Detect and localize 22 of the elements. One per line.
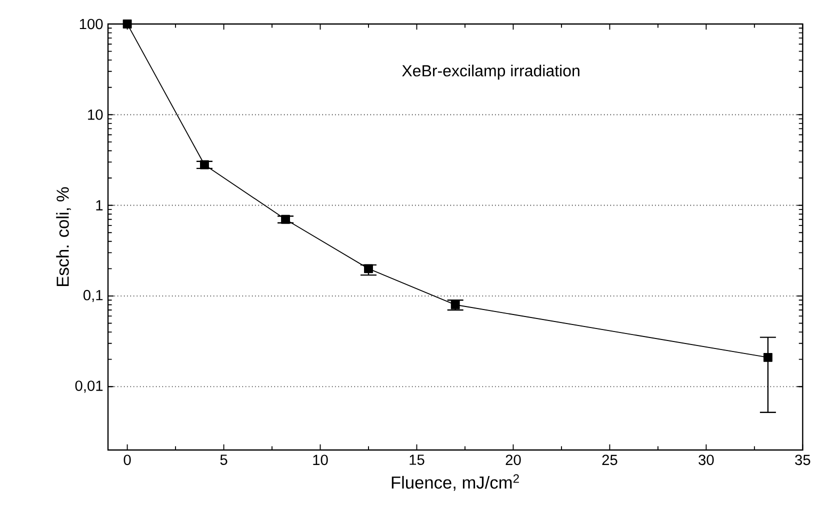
x-tick-label: 25 bbox=[602, 454, 618, 466]
x-tick-label: 5 bbox=[220, 454, 228, 465]
y-axis-title: Esch. coli, % bbox=[56, 187, 71, 286]
point bbox=[200, 160, 209, 170]
point bbox=[122, 20, 132, 28]
point bbox=[281, 214, 290, 224]
x-tick-label: 35 bbox=[795, 454, 810, 466]
x-tick-label: 15 bbox=[410, 454, 424, 465]
y-tick-label: 0,1 bbox=[83, 290, 103, 302]
x-tick-label: 30 bbox=[698, 454, 714, 466]
point bbox=[364, 264, 373, 274]
point bbox=[763, 352, 772, 362]
x-tick-label: 10 bbox=[313, 454, 328, 466]
y-tick-label: 10 bbox=[88, 109, 103, 120]
x-tick-label: 0 bbox=[124, 454, 131, 466]
annotation: XeBr-excilamp irradiation bbox=[402, 64, 580, 80]
x-tick-label: 20 bbox=[506, 454, 521, 466]
y-tick-label: 100 bbox=[80, 18, 103, 30]
point bbox=[450, 300, 460, 310]
x-axis-title: Fluence, mJ/cm$^{2}$ bbox=[392, 474, 519, 491]
y-tick-label: 0,01 bbox=[75, 380, 103, 393]
y-tick-label: 1 bbox=[96, 200, 103, 210]
